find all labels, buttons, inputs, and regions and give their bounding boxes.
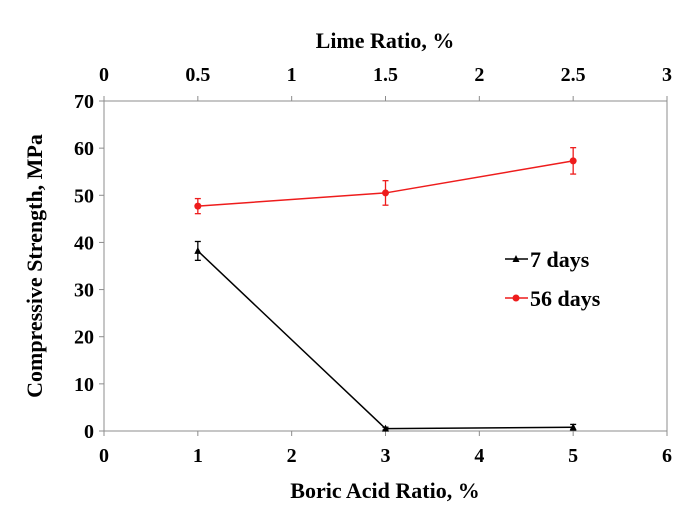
x2-tick-label: 3 <box>662 64 672 86</box>
legend-swatch-marker <box>512 255 520 262</box>
series-layer <box>194 147 577 432</box>
data-point <box>194 202 202 210</box>
x-tick-label: 2 <box>287 445 297 467</box>
legend-swatch-marker <box>512 294 520 302</box>
x-tick-label: 3 <box>381 445 391 467</box>
y-tick-label: 20 <box>74 327 94 349</box>
x2-tick-label: 1 <box>287 64 297 86</box>
data-point <box>569 423 577 431</box>
y-tick-label: 10 <box>74 374 94 396</box>
x-tick-label: 0 <box>99 445 109 467</box>
y-tick-label: 70 <box>74 91 94 113</box>
y-axis-title: Compressive Strength, MPa <box>22 134 47 398</box>
legend-label: 7 days <box>530 247 590 272</box>
legend: 7 days 56 days <box>505 247 601 311</box>
series-0 <box>194 240 577 432</box>
series-line <box>197 250 574 430</box>
x-tick-label: 6 <box>662 445 672 467</box>
legend-item-1: 56 days <box>505 286 601 311</box>
x2-axis-title: Lime Ratio, % <box>316 28 455 53</box>
series-1 <box>194 147 577 215</box>
y-tick-label: 50 <box>74 185 94 207</box>
x-tick-label: 1 <box>193 445 203 467</box>
x-axis-title: Boric Acid Ratio, % <box>290 478 479 503</box>
y-tick-label: 0 <box>84 421 94 443</box>
x2-tick-label: 0.5 <box>185 64 210 86</box>
x2-tick-label: 1.5 <box>373 64 398 86</box>
x-tick-label: 4 <box>474 445 484 467</box>
data-point <box>569 157 577 165</box>
legend-item-0: 7 days <box>505 247 590 272</box>
data-point <box>194 246 202 254</box>
x2-tick-label: 2 <box>474 64 484 86</box>
legend-label: 56 days <box>530 286 601 311</box>
data-point <box>382 424 389 432</box>
x2-tick-label: 2.5 <box>561 64 586 86</box>
x2-tick-label: 0 <box>99 64 109 86</box>
data-point <box>382 189 389 197</box>
y-tick-label: 30 <box>74 280 94 302</box>
x-tick-label: 5 <box>568 445 578 467</box>
y-tick-label: 60 <box>74 138 94 160</box>
y-tick-label: 40 <box>74 232 94 254</box>
